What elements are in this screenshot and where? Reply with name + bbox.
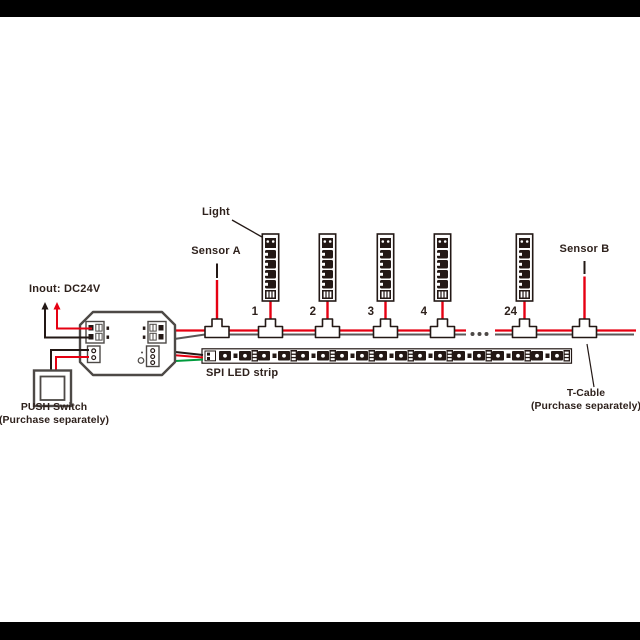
light-24 bbox=[515, 233, 534, 302]
t-connector-light-4 bbox=[429, 318, 456, 339]
sensor-a-label: Sensor A bbox=[191, 245, 241, 257]
letterbox-bottom bbox=[0, 622, 640, 640]
t-connector-sensor-b bbox=[571, 318, 598, 339]
push-switch-label-line2: (Purchase separately) bbox=[0, 414, 110, 426]
continuation-dots-icon bbox=[470, 332, 489, 336]
t-cable-label-line1: T-Cable bbox=[566, 388, 606, 399]
spi-port bbox=[145, 345, 160, 368]
switch-port bbox=[86, 345, 101, 364]
light-number-3: 3 bbox=[367, 306, 374, 318]
status-led-dot bbox=[141, 351, 143, 354]
t-connector-light-1 bbox=[257, 318, 284, 339]
t-connector-light-24 bbox=[511, 318, 538, 339]
reset-button-dot bbox=[137, 357, 145, 364]
light-leader-line bbox=[231, 219, 263, 238]
dc-input-wires bbox=[41, 302, 92, 339]
t-connector-light-2 bbox=[314, 318, 341, 339]
t-cable-label: T-Cable (Purchase separately) bbox=[516, 388, 640, 414]
main-cable bbox=[163, 329, 636, 342]
power-input-label: Inout: DC24V bbox=[29, 283, 101, 295]
light-number-1: 1 bbox=[251, 306, 258, 318]
light-4 bbox=[433, 233, 452, 302]
t-connector-light-3 bbox=[372, 318, 399, 339]
light-number-4: 4 bbox=[420, 306, 427, 318]
light-label: Light bbox=[202, 206, 230, 218]
push-switch-wires bbox=[50, 349, 89, 371]
t-cable-leader-line bbox=[586, 343, 595, 388]
letterbox-top bbox=[0, 0, 640, 17]
strip-input-connector bbox=[204, 350, 216, 362]
light-2 bbox=[318, 233, 337, 302]
light-3 bbox=[376, 233, 395, 302]
light-1 bbox=[261, 233, 280, 302]
controller-box bbox=[78, 310, 177, 377]
light-number-2: 2 bbox=[309, 306, 316, 318]
output-terminal bbox=[142, 320, 167, 344]
spi-led-strip bbox=[201, 348, 573, 364]
light-number-24: 24 bbox=[504, 306, 517, 318]
sensor-b-label: Sensor B bbox=[559, 243, 610, 255]
push-switch bbox=[32, 369, 73, 408]
push-switch-label-line1: PUSH Switch bbox=[20, 402, 88, 413]
spi-led-strip-label: SPI LED strip bbox=[206, 367, 279, 379]
t-cable-label-line2: (Purchase separately) bbox=[530, 400, 640, 412]
push-switch-label: PUSH Switch (Purchase separately) bbox=[0, 402, 112, 428]
t-connector-sensor-a bbox=[204, 318, 230, 339]
